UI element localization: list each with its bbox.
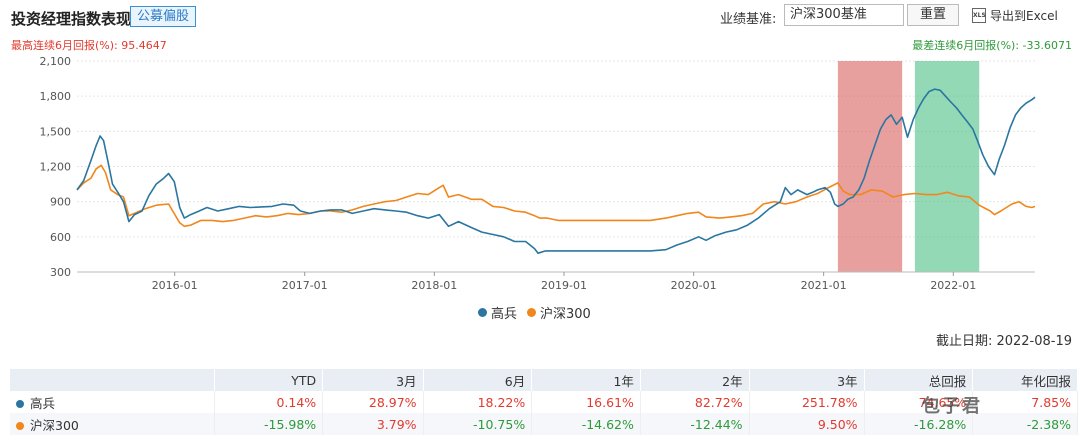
- series-line-hs300: [76, 164, 1036, 228]
- table-cell: 28.97%: [322, 391, 424, 413]
- y-tick-label: 1,500: [40, 125, 72, 138]
- x-tick-label: 2016-01: [152, 279, 198, 292]
- table-cell: -15.98%: [214, 413, 324, 435]
- header-cell: 2年: [640, 369, 750, 391]
- table-cell: 251.78%: [749, 391, 865, 413]
- header-cell: 1年: [531, 369, 641, 391]
- series-line-gao: [76, 88, 1036, 254]
- performance-chart[interactable]: 300 600 900 1,200 1,500 1,800 2,100 2016-01 2017…: [0, 50, 1080, 295]
- benchmark-select[interactable]: 沪深300基准: [784, 4, 904, 26]
- table-cell: -12.44%: [640, 413, 750, 435]
- legend-label-gao: 高兵: [491, 307, 518, 322]
- page-title: 投资经理指数表现: [11, 10, 132, 28]
- header-cell: 3月: [322, 369, 424, 391]
- export-excel-button[interactable]: XLS 导出到Excel: [972, 7, 1058, 24]
- header-cell: 年化回报: [972, 369, 1078, 391]
- table-cell: 18.22%: [423, 391, 533, 413]
- table-cell: -10.75%: [423, 413, 533, 435]
- x-tick-label: 2018-01: [411, 279, 457, 292]
- series-dot-icon: [16, 400, 24, 408]
- x-tick-label: 2020-01: [671, 279, 717, 292]
- row-name-label: 高兵: [30, 395, 56, 411]
- table-row: 沪深300 -15.98% 3.79% -10.75% -14.62% -12.44% 9.…: [10, 413, 1078, 435]
- row-name-cell: 沪深300: [10, 413, 215, 435]
- benchmark-label: 业绩基准:: [720, 12, 777, 27]
- legend-item-gao[interactable]: 高兵: [478, 303, 517, 322]
- legend-dot-hs300: [527, 308, 537, 317]
- watermark-logo: 包子君: [922, 396, 982, 417]
- x-tick-label: 2022-01: [930, 279, 976, 292]
- export-label: 导出到Excel: [990, 9, 1058, 23]
- category-tag[interactable]: 公募偏股: [130, 6, 197, 27]
- y-tick-label: 2,100: [40, 55, 72, 68]
- y-tick-label: 900: [50, 196, 71, 209]
- table-cell: 16.61%: [531, 391, 641, 413]
- x-tick-label: 2017-01: [282, 279, 328, 292]
- table-row: 高兵 0.14% 28.97% 18.22% 16.61% 82.72% 251.78% 74…: [10, 391, 1078, 413]
- reset-button[interactable]: 重置: [907, 4, 959, 26]
- table-cell: 9.50%: [749, 413, 865, 435]
- row-name-cell: 高兵: [10, 391, 215, 413]
- worst-6m-return: 最差连续6月回报(%): -33.6071: [912, 39, 1072, 52]
- cutoff-date: 截止日期: 2022-08-19: [935, 334, 1072, 349]
- y-tick-label: 600: [50, 231, 71, 244]
- header-cell: 总回报: [864, 369, 974, 391]
- table-cell: -2.38%: [972, 413, 1078, 435]
- table-cell: 82.72%: [640, 391, 750, 413]
- y-tick-label: 1,800: [40, 90, 72, 103]
- band-best-6m: [837, 61, 903, 272]
- table-cell: -14.62%: [531, 413, 641, 435]
- y-tick-label: 300: [50, 266, 71, 279]
- header-cell: YTD: [214, 369, 324, 391]
- table-header-row: YTD 3月 6月 1年 2年 3年 总回报 年化回报: [10, 369, 1078, 391]
- header-cell-name: [10, 369, 215, 391]
- band-worst-6m: [914, 61, 980, 272]
- table-cell: 7.85%: [972, 391, 1078, 413]
- performance-table: YTD 3月 6月 1年 2年 3年 总回报 年化回报 高兵 0.14% 28.97…: [10, 369, 1078, 435]
- row-name-label: 沪深300: [30, 417, 79, 433]
- legend-dot-gao: [478, 308, 487, 317]
- xls-file-icon: XLS: [972, 8, 986, 23]
- x-tick-label: 2019-01: [541, 279, 587, 292]
- header: 投资经理指数表现 公募偏股 业绩基准: 沪深300基准 重置 XLS 导出到Ex…: [0, 0, 1080, 34]
- header-cell: 6月: [423, 369, 533, 391]
- x-tick-label: 2021-01: [801, 279, 847, 292]
- best-6m-return: 最高连续6月回报(%): 95.4647: [11, 39, 167, 52]
- table-cell: 0.14%: [214, 391, 324, 413]
- y-tick-label: 1,200: [40, 161, 72, 174]
- table-cell: 74.65%: [864, 391, 974, 413]
- chart-legend: 高兵 沪深300: [478, 303, 601, 322]
- header-cell: 3年: [749, 369, 865, 391]
- legend-item-hs300[interactable]: 沪深300: [527, 303, 591, 322]
- table-cell: -16.28%: [864, 413, 974, 435]
- series-dot-icon: [16, 422, 24, 430]
- legend-label-hs300: 沪深300: [540, 307, 591, 322]
- table-cell: 3.79%: [322, 413, 424, 435]
